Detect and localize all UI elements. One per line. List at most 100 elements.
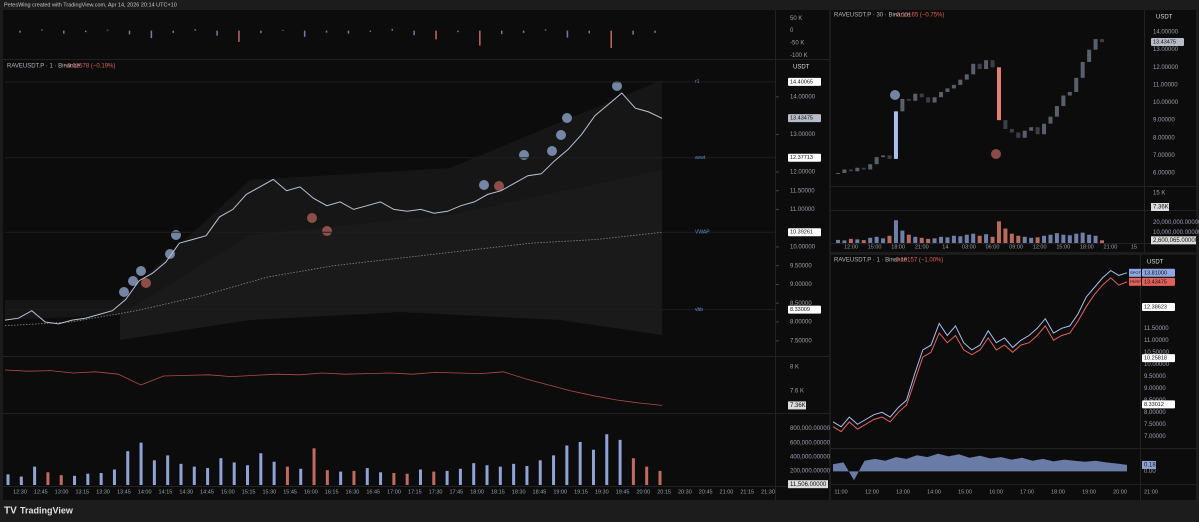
candle-body bbox=[893, 111, 898, 159]
level-label: avwt bbox=[695, 155, 706, 161]
x-tick-label: 12:45 bbox=[34, 489, 48, 495]
x-tick-label: 13:45 bbox=[117, 489, 131, 495]
price-tag-label: 12.37713 bbox=[790, 155, 813, 161]
price-tag bbox=[788, 305, 821, 314]
candle-body bbox=[1054, 106, 1059, 117]
x-tick-label: 03:00 bbox=[962, 244, 976, 250]
delta-bar bbox=[654, 30, 656, 33]
x-tick-label: 16:00 bbox=[989, 489, 1003, 495]
x-tick-label: 19:00 bbox=[1082, 489, 1096, 495]
x-tick-label: 21:00 bbox=[915, 244, 929, 250]
y-tick-label: 800,000.00000 bbox=[790, 426, 831, 432]
volume-bar bbox=[605, 434, 609, 485]
volume-bar bbox=[1054, 233, 1059, 243]
volume-bar bbox=[913, 236, 918, 243]
x-tick-label: 13:30 bbox=[96, 489, 110, 495]
volume-bar bbox=[1003, 228, 1008, 243]
candle-body bbox=[1009, 128, 1014, 133]
candle-body bbox=[945, 88, 950, 92]
delta-bar bbox=[544, 29, 547, 31]
x-tick-label: 20:45 bbox=[699, 489, 713, 495]
volume-bar bbox=[365, 468, 369, 485]
axis-label: 7.36K bbox=[790, 403, 806, 409]
volume-bar bbox=[112, 469, 116, 485]
price-tag bbox=[1151, 236, 1196, 245]
candle-body bbox=[964, 74, 969, 80]
volume-bar bbox=[525, 465, 529, 485]
x-tick-label: 18:00 bbox=[1051, 489, 1065, 495]
delta-bar bbox=[632, 30, 634, 35]
volume-bar bbox=[219, 458, 223, 485]
price-tag bbox=[1142, 277, 1175, 286]
delta-bar bbox=[194, 29, 196, 31]
spread-area bbox=[833, 453, 1127, 481]
volume-bar bbox=[578, 441, 582, 485]
candle-body bbox=[971, 63, 976, 75]
axis-label: -100 K bbox=[790, 53, 808, 59]
volume-bar bbox=[881, 238, 886, 243]
delta-bar bbox=[435, 30, 437, 40]
price-tag-label: 8.33012 bbox=[1144, 402, 1164, 408]
series-tag-label: SPOT bbox=[1130, 270, 1141, 275]
delta-bar bbox=[566, 30, 569, 38]
volume-bar bbox=[1100, 240, 1104, 243]
x-tick-label: 15 bbox=[1131, 244, 1137, 250]
volume-bar bbox=[1035, 237, 1040, 243]
delta-bar bbox=[260, 30, 262, 34]
candle-body bbox=[1003, 120, 1008, 129]
volume-bar bbox=[152, 460, 156, 485]
delta-bar bbox=[84, 30, 87, 33]
currency: USDT bbox=[793, 65, 810, 71]
x-tick-label: 18:00 bbox=[470, 489, 484, 495]
y-tick-label: 20,000,000.00000 bbox=[1153, 220, 1199, 226]
x-tick-label: 19:15 bbox=[574, 489, 588, 495]
price-tag bbox=[1142, 303, 1175, 311]
volume-bar bbox=[432, 471, 436, 485]
volume-bar bbox=[1009, 233, 1014, 243]
x-tick-label: 17:15 bbox=[408, 489, 422, 495]
x-tick-label: 14 bbox=[942, 244, 948, 250]
price-tag bbox=[788, 77, 821, 86]
candle-body bbox=[887, 155, 892, 159]
x-tick-label: 14:00 bbox=[927, 489, 941, 495]
y-tick-label: 11.50000 bbox=[1144, 326, 1169, 332]
volume-bar bbox=[631, 458, 635, 485]
x-tick-label: 16:30 bbox=[346, 489, 360, 495]
y-tick-label: 8.00000 bbox=[790, 320, 812, 326]
candle-body bbox=[1035, 127, 1040, 135]
axis-label: 50 K bbox=[790, 16, 802, 22]
x-tick-label: 20:30 bbox=[678, 489, 692, 495]
candle-body bbox=[977, 63, 982, 70]
volume-bar bbox=[485, 465, 489, 485]
delta-bar bbox=[479, 30, 481, 46]
volume-bar bbox=[232, 462, 236, 485]
level-label: r1 bbox=[695, 79, 700, 85]
axis-label: 15 K bbox=[1153, 191, 1165, 197]
price-tag bbox=[788, 480, 828, 489]
candle-body bbox=[1074, 77, 1079, 92]
x-tick-label: 18:15 bbox=[491, 489, 505, 495]
x-tick-label: 15:15 bbox=[242, 489, 256, 495]
delta-bar bbox=[172, 30, 175, 33]
volume-bar bbox=[126, 451, 130, 485]
volume-bar bbox=[285, 466, 289, 485]
candle-body bbox=[1061, 95, 1066, 107]
x-tick-label: 20:00 bbox=[1113, 489, 1127, 495]
volume-bar bbox=[984, 234, 989, 243]
x-tick-label: 18:00 bbox=[1080, 244, 1094, 250]
volume-bar bbox=[964, 234, 969, 243]
y-tick-label: 10.00000 bbox=[1153, 100, 1179, 106]
x-tick-label: 17:30 bbox=[429, 489, 443, 495]
candle-body bbox=[1042, 123, 1047, 135]
credit: PetesWing created with TradingView.com, … bbox=[4, 2, 177, 8]
x-tick-label: 12:00 bbox=[865, 489, 879, 495]
volume-bar bbox=[591, 449, 595, 485]
y-tick-label: 9.50000 bbox=[790, 263, 812, 269]
price-tag bbox=[1142, 400, 1175, 409]
x-tick-label: 20:15 bbox=[657, 489, 671, 495]
price-tag bbox=[1151, 203, 1169, 211]
x-tick-label: 15:00 bbox=[868, 244, 882, 250]
volume-bar bbox=[874, 236, 879, 243]
candle-body bbox=[842, 169, 847, 174]
candle-body bbox=[848, 169, 853, 172]
